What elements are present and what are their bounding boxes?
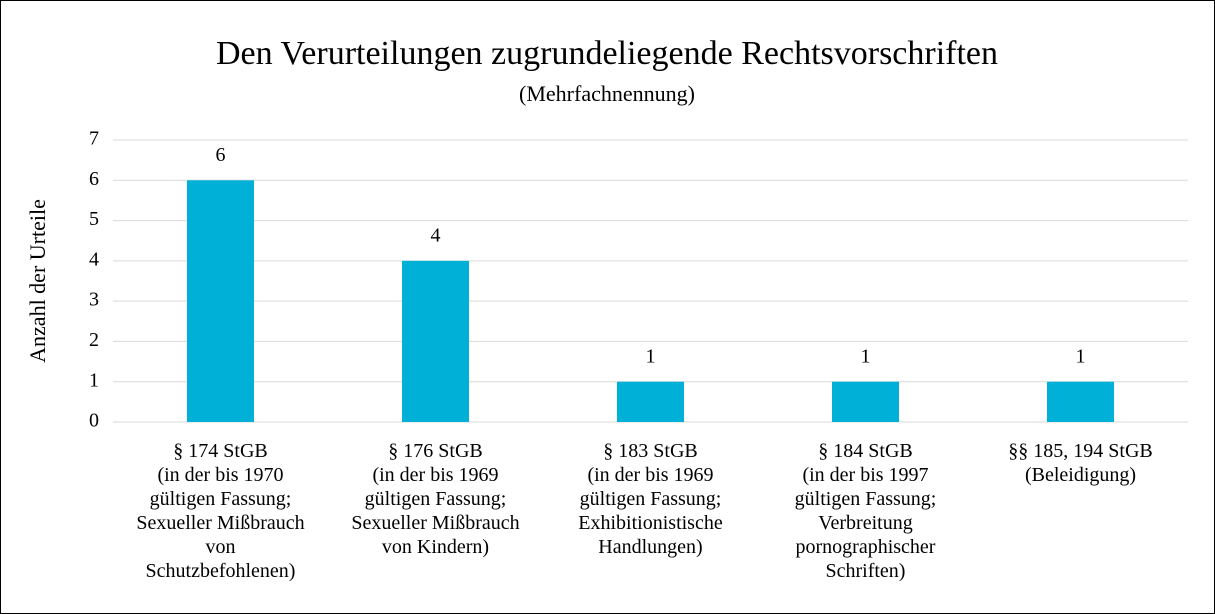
bar	[402, 260, 469, 422]
bar	[617, 381, 684, 422]
y-tick-label: 2	[89, 329, 99, 351]
y-tick-label: 1	[89, 369, 99, 391]
x-tick-label-line: Verbreitung	[818, 512, 912, 534]
x-tick-label: §§ 185, 194 StGB (Beleidigung)	[1008, 440, 1152, 486]
x-tick-label-line: § 176 StGB	[388, 440, 482, 462]
x-tick-label-line: (in der bis 1970	[157, 464, 283, 486]
x-tick-label-line: § 174 StGB	[173, 440, 267, 462]
x-tick-label-line: Exhibitionistische	[578, 512, 723, 534]
y-tick-label: 6	[89, 168, 99, 190]
x-tick-label: § 176 StGB (in der bis 1969 gültigen Fassu…	[351, 440, 519, 558]
data-label: 1	[1076, 345, 1086, 367]
data-label: 6	[216, 144, 226, 166]
x-tick-label-line: § 184 StGB	[818, 440, 912, 462]
y-tick-label: 7	[89, 128, 99, 150]
data-label: 1	[646, 345, 656, 367]
x-tick-label: § 174 StGB (in der bis 1970 gültigen Fassu…	[136, 440, 304, 582]
x-tick-label-line: (in der bis 1997	[802, 464, 928, 486]
y-tick-label: 4	[89, 248, 99, 270]
bar	[832, 381, 899, 422]
chart-subtitle: (Mehrfachnennung)	[519, 81, 695, 106]
bar	[1047, 381, 1114, 422]
x-tick-label-line: (in der bis 1969	[372, 464, 498, 486]
x-tick-label-line: Sexueller Mißbrauch	[136, 512, 304, 534]
data-label: 4	[431, 224, 441, 246]
x-tick-label-line: gültigen Fassung;	[365, 488, 507, 510]
x-tick-label-line: von	[206, 536, 236, 558]
x-tick-label: § 184 StGB (in der bis 1997 gültigen Fassu…	[795, 440, 937, 582]
x-tick-label-line: gültigen Fassung;	[150, 488, 292, 510]
x-tick-label-line: § 183 StGB	[603, 440, 697, 462]
x-tick-label-line: Handlungen)	[598, 536, 702, 558]
x-tick-label-line: (Beleidigung)	[1025, 464, 1136, 486]
y-tick-label: 5	[89, 208, 99, 230]
x-tick-label-line: Sexueller Mißbrauch	[351, 512, 519, 534]
x-tick-label-line: Schutzbefohlenen)	[146, 560, 296, 582]
y-axis-label: Anzahl der Urteile	[25, 199, 50, 363]
x-tick-label: § 183 StGB (in der bis 1969 gültigen Fassu…	[578, 440, 723, 558]
x-tick-label-line: Schriften)	[826, 560, 906, 582]
chart-title: Den Verurteilungen zugrundeliegende Rech…	[216, 35, 998, 72]
bar	[187, 180, 254, 422]
x-tick-label-line: §§ 185, 194 StGB	[1008, 440, 1152, 462]
y-tick-label: 0	[89, 410, 99, 432]
data-label: 1	[861, 345, 871, 367]
x-tick-label-line: (in der bis 1969	[587, 464, 713, 486]
x-tick-label-line: gültigen Fassung;	[580, 488, 722, 510]
x-tick-label-line: pornographischer	[796, 536, 936, 558]
x-tick-label-line: gültigen Fassung;	[795, 488, 937, 510]
y-tick-label: 3	[89, 289, 99, 311]
x-tick-label-line: von Kindern)	[382, 536, 489, 558]
